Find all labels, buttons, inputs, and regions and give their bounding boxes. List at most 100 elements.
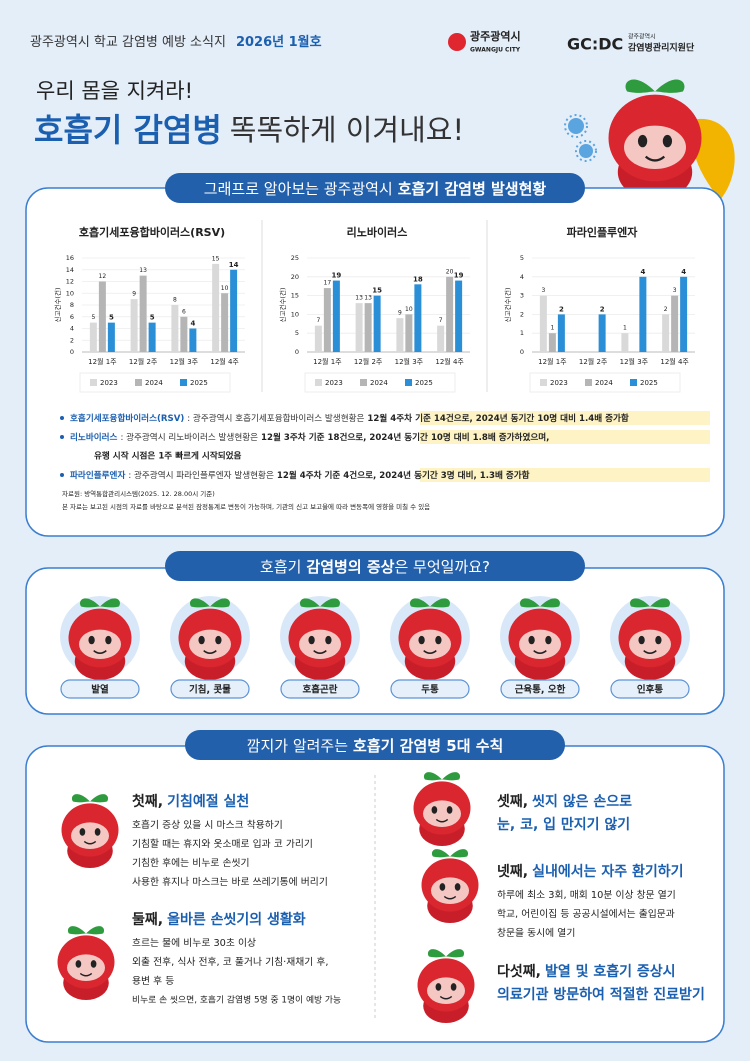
bullet-dot xyxy=(60,473,64,477)
eye xyxy=(308,635,315,645)
legend-label: 2023 xyxy=(100,379,118,387)
note: 본 자료는 보고된 시점의 자료를 바탕으로 분석된 잠정통계로 변동이 가능하… xyxy=(62,502,430,511)
y-tick-label: 1 xyxy=(520,329,524,337)
x-tick-label: 12월 1주 xyxy=(88,357,117,366)
rule-line: 기침할 때는 휴지와 옷소매로 입과 코 가리기 xyxy=(132,837,313,850)
bullet-text-part: : 광주광역시 호흡기세포융합바이러스 발생현황은 xyxy=(187,412,364,424)
section3-heading-part: 호흡기 감염병 5대 수칙 xyxy=(353,737,503,755)
face xyxy=(431,877,469,904)
section1-heading-pill xyxy=(165,173,585,203)
eye xyxy=(545,635,552,645)
y-tick-label: 3 xyxy=(520,292,524,300)
bar xyxy=(212,263,220,352)
rule-line: 기침한 후에는 비누로 손씻기 xyxy=(132,857,250,869)
symptom-character xyxy=(178,598,242,680)
bar-value-label: 3 xyxy=(673,287,677,294)
symptom-pill xyxy=(280,679,360,699)
leaf xyxy=(71,794,109,803)
bar-value-label: 8 xyxy=(173,297,177,304)
bar xyxy=(539,295,547,352)
x-tick-label: 12월 2주 xyxy=(579,357,608,366)
bar xyxy=(139,275,147,352)
x-tick-label: 12월 1주 xyxy=(538,357,567,366)
eye xyxy=(439,883,446,891)
bar-value-label: 6 xyxy=(182,308,186,315)
legend-swatch xyxy=(585,379,592,386)
legend-frame xyxy=(529,372,681,393)
rule-character xyxy=(57,926,115,1000)
face xyxy=(427,977,465,1004)
bar xyxy=(332,280,340,352)
face xyxy=(71,822,109,849)
bar xyxy=(639,276,647,352)
bar-value-label: 14 xyxy=(229,261,239,269)
y-tick-label: 0 xyxy=(70,348,74,356)
rule-line: 학교, 어린이집 등 공공시설에서는 출입문과 xyxy=(497,907,675,920)
eye xyxy=(662,134,673,148)
rule-title: 둘째, 올바른 손씻기의 생활화 xyxy=(132,911,306,928)
rule-line: 흐르는 물에 비누로 30초 이상 xyxy=(132,937,256,949)
eye xyxy=(90,960,97,968)
y-tick-label: 16 xyxy=(66,254,74,262)
bar xyxy=(598,314,606,352)
mouth xyxy=(644,155,666,162)
leaf xyxy=(423,772,461,781)
legend-label: 2023 xyxy=(325,379,343,387)
bar-value-label: 3 xyxy=(541,287,545,294)
rule-title-part: 눈, 코, 입 만지기 않기 xyxy=(497,816,630,833)
mouth xyxy=(443,895,457,900)
rule-title: 눈, 코, 입 만지기 않기 xyxy=(497,816,630,833)
chart-title: 리노바이러스 xyxy=(347,225,408,239)
bar xyxy=(107,322,115,352)
bar-value-label: 2 xyxy=(664,306,668,313)
section2-heading-part: 은 무엇일까요? xyxy=(394,558,490,576)
bar-value-label: 4 xyxy=(190,320,195,328)
legend-swatch xyxy=(540,379,547,386)
section2-heading-pill xyxy=(165,551,585,581)
legend-swatch xyxy=(405,379,412,386)
bar xyxy=(364,303,372,352)
eye xyxy=(418,635,425,645)
rule-note: 비누로 손 씻으면, 호흡기 감염병 5명 중 1명이 예방 가능 xyxy=(132,994,341,1006)
rule-title: 넷째, 실내에서는 자주 환기하기 xyxy=(497,863,684,880)
y-tick-label: 5 xyxy=(520,254,524,262)
x-tick-label: 12월 3주 xyxy=(170,357,199,366)
y-tick-label: 5 xyxy=(295,329,299,337)
bar xyxy=(680,276,688,352)
symptom-pill xyxy=(500,679,580,699)
section1-heading: 그래프로 알아보는 광주광역시 호흡기 감염병 발생현황 xyxy=(204,180,547,198)
rule-title-part: 실내에서는 자주 환기하기 xyxy=(532,863,683,880)
leaf xyxy=(427,949,465,958)
legend-label: 2025 xyxy=(190,379,208,387)
chart-title: 호흡기세포융합바이러스(RSV) xyxy=(79,225,225,239)
leaf xyxy=(67,926,105,935)
x-tick-label: 12월 3주 xyxy=(395,357,424,366)
bar xyxy=(314,325,322,352)
bar-value-label: 19 xyxy=(332,272,342,280)
bar-value-label: 5 xyxy=(150,314,155,322)
newsletter-line-part: 광주광역시 학교 감염병 예방 소식지 xyxy=(30,35,226,50)
eye xyxy=(638,635,645,645)
mascot-hero xyxy=(608,79,702,200)
rule-title-part: 기침예절 실천 xyxy=(167,794,249,810)
rule-title-part: 올바른 손씻기의 생활화 xyxy=(167,911,306,928)
bar-value-label: 12 xyxy=(99,273,107,280)
bar xyxy=(396,318,404,352)
legend-label: 2025 xyxy=(415,379,433,387)
bar-value-label: 1 xyxy=(623,325,627,332)
y-tick-label: 20 xyxy=(291,273,299,281)
bar-value-label: 7 xyxy=(439,317,443,324)
y-tick-label: 4 xyxy=(520,273,524,281)
rule-title-part: 둘째, xyxy=(132,912,163,928)
leaf xyxy=(80,598,120,608)
eye xyxy=(655,635,662,645)
y-tick-label: 0 xyxy=(520,348,524,356)
bar xyxy=(180,316,188,352)
legend-label: 2024 xyxy=(145,379,163,387)
highlight-bg xyxy=(420,411,710,425)
highlight-bg xyxy=(420,468,710,482)
x-tick-label: 12월 3주 xyxy=(620,357,649,366)
rule-title-part: 넷째, xyxy=(497,863,528,880)
section3-heading: 깜지가 알려주는 호흡기 감염병 5대 수칙 xyxy=(247,737,504,755)
legend-swatch xyxy=(90,379,97,386)
